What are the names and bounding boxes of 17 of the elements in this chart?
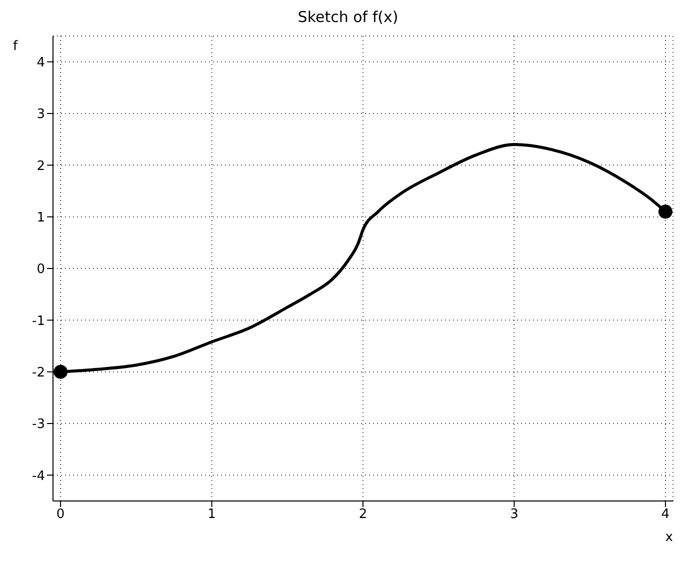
y-tick-label: -2 [32,365,45,380]
y-tick-label: 1 [36,210,45,226]
x-tick-label: 4 [661,507,670,522]
y-axis-title: f [13,39,18,54]
x-tick-label: 3 [510,507,518,522]
y-tick-label: 0 [36,262,45,278]
x-tick-label: 2 [358,507,368,522]
chart-title: Sketch of f(x) [296,8,400,26]
y-tick-label: 3 [36,107,45,122]
y-tick-label: 2 [36,158,45,174]
y-tick-label: -4 [32,468,45,484]
x-tick-label: 0 [56,507,65,522]
y-tick-label: -3 [32,417,45,432]
x-tick-label: 1 [208,507,216,522]
x-axis-title: x [665,530,674,545]
y-tick-label: -1 [32,314,45,329]
y-tick-label: 4 [36,55,45,70]
